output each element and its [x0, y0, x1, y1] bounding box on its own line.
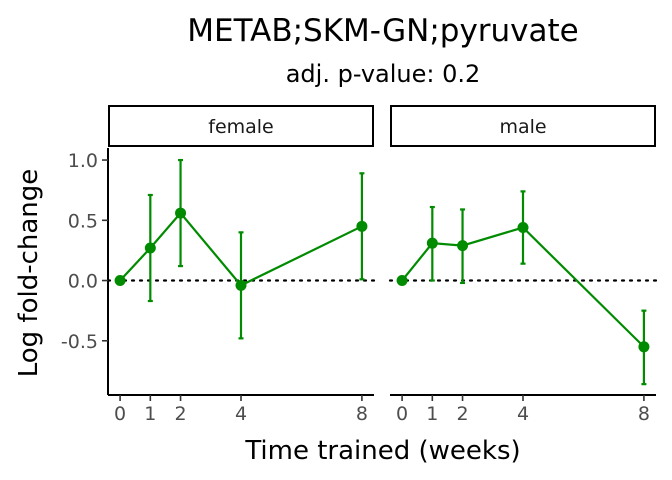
data-point: [396, 275, 408, 287]
facet-strip-box: [390, 105, 656, 147]
x-tick-label: 2: [174, 403, 186, 425]
x-tick-label: 4: [517, 403, 529, 425]
data-point: [638, 341, 650, 353]
y-tick-label: -0.5: [61, 331, 98, 353]
chart-title: METAB;SKM-GN;pyruvate: [187, 13, 579, 49]
x-tick-label: 2: [456, 403, 468, 425]
data-point: [426, 237, 438, 249]
panel-female: female 0 1 2 4 8 -0.5 0.0 0.5 1.0: [61, 105, 376, 425]
y-axis-title: Log fold-change: [14, 169, 44, 378]
x-tick-label: 1: [144, 403, 156, 425]
y-tick-label: 1.0: [68, 150, 98, 172]
facet-strip-label: male: [499, 116, 546, 138]
data-point: [356, 220, 368, 232]
x-axis-title: Time trained (weeks): [244, 436, 520, 466]
facet-strip-label: female: [208, 116, 274, 138]
panel-male: male 0 1 2 4 8: [388, 105, 658, 425]
x-tick-label: 8: [638, 403, 650, 425]
x-tick-label: 1: [426, 403, 438, 425]
x-tick-label: 4: [235, 403, 247, 425]
x-tick-label: 0: [396, 403, 408, 425]
facet-strip-box: [108, 105, 374, 147]
x-tick-label: 0: [114, 403, 126, 425]
data-point: [517, 222, 529, 234]
data-point: [175, 207, 187, 219]
x-tick-label: 8: [356, 403, 368, 425]
data-point: [235, 279, 247, 291]
y-tick-label: 0.5: [68, 210, 98, 232]
data-point: [114, 275, 126, 287]
y-tick-label: 0.0: [68, 271, 98, 293]
chart-subtitle: adj. p-value: 0.2: [286, 60, 481, 88]
data-point: [457, 240, 469, 252]
data-point: [144, 242, 156, 254]
